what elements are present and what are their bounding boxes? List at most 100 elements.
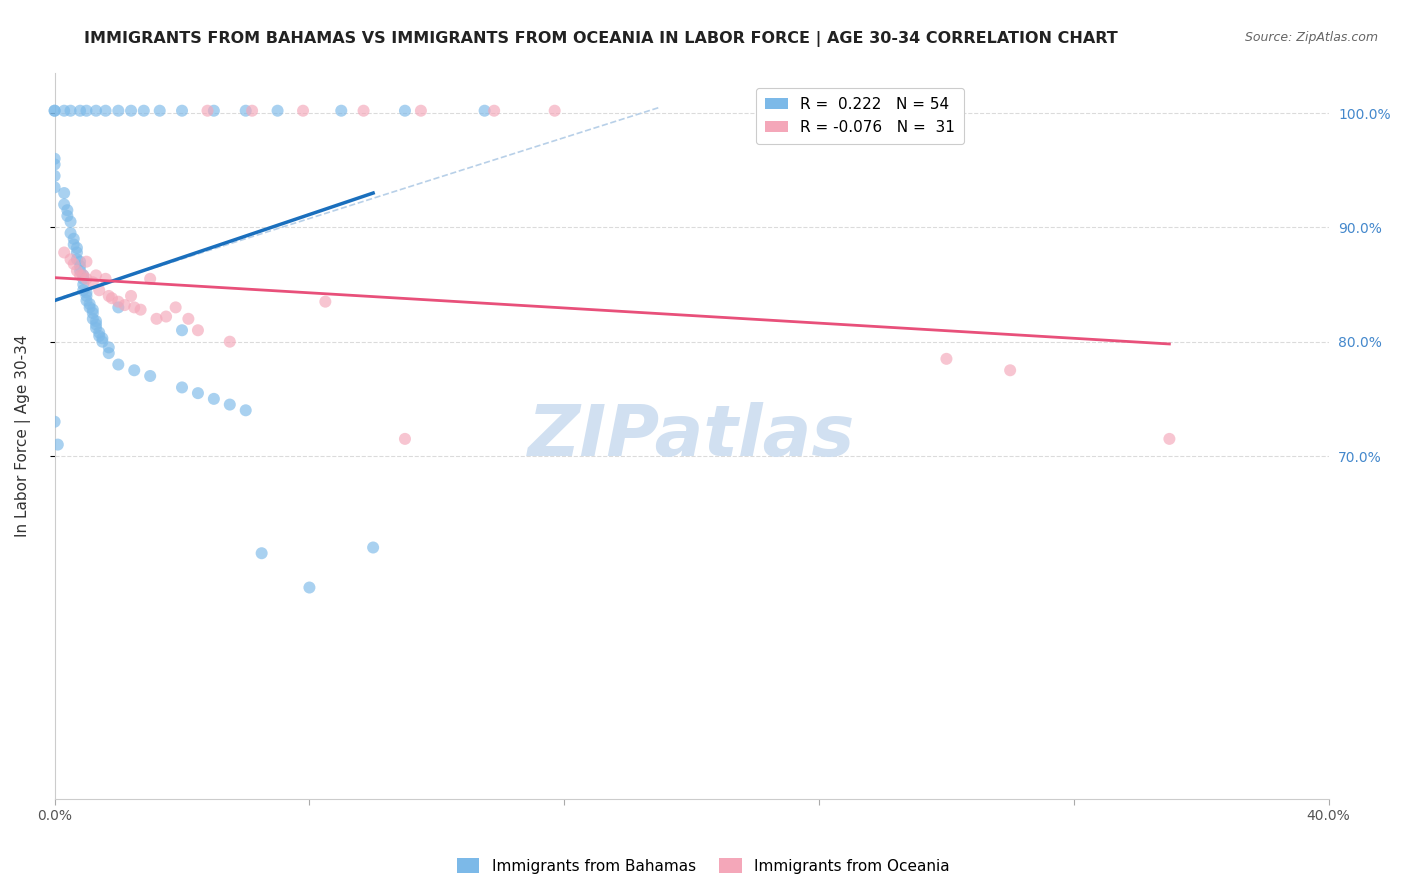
Point [409,103,432,118]
Point [170,103,193,118]
Point [59,226,82,240]
Point [69,268,91,283]
Point [97,289,120,303]
Point [44,103,66,118]
Point [330,103,353,118]
Point [75,272,97,286]
Point [82,302,104,317]
Point [66,245,89,260]
Point [107,301,129,315]
Point [84,314,107,328]
Point [101,291,124,305]
Point [75,103,97,118]
Point [44,169,66,183]
Point [89,329,111,343]
Point [72,268,94,283]
Point [250,546,273,560]
Point [114,298,136,312]
Point [82,306,104,320]
Point [935,351,957,366]
Point [120,289,142,303]
Point [44,180,66,194]
Point [218,398,240,412]
Point [361,541,384,555]
Point [474,103,496,118]
Point [235,403,257,417]
Point [165,301,187,315]
Point [544,103,567,118]
Point [170,323,193,337]
Text: IMMIGRANTS FROM BAHAMAS VS IMMIGRANTS FROM OCEANIA IN LABOR FORCE | AGE 30-34 CO: IMMIGRANTS FROM BAHAMAS VS IMMIGRANTS FR… [84,31,1118,47]
Point [97,346,120,360]
Point [122,301,145,315]
Point [91,334,114,349]
Point [75,293,97,308]
Point [69,254,91,268]
Point [82,275,104,289]
Point [62,237,84,252]
Point [44,157,66,171]
Point [79,301,101,315]
Point [314,294,336,309]
Point [84,321,107,335]
Y-axis label: In Labor Force | Age 30-34: In Labor Force | Age 30-34 [15,334,31,537]
Point [353,103,375,118]
Point [145,311,167,326]
Point [62,232,84,246]
Point [132,103,155,118]
Point [1159,432,1181,446]
Text: Source: ZipAtlas.com: Source: ZipAtlas.com [1244,31,1378,45]
Point [482,103,505,118]
Point [44,103,66,118]
Point [66,241,89,255]
Point [202,103,225,118]
Point [394,103,416,118]
Point [394,432,416,446]
Point [122,363,145,377]
Point [53,103,76,118]
Point [177,311,200,326]
Point [91,331,114,345]
Legend: R =  0.222   N = 54, R = -0.076   N =  31: R = 0.222 N = 54, R = -0.076 N = 31 [756,88,965,144]
Point [84,103,107,118]
Point [66,252,89,267]
Point [218,334,240,349]
Point [187,323,209,337]
Point [44,415,66,429]
Point [72,283,94,297]
Point [84,318,107,332]
Point [72,268,94,283]
Point [266,103,288,118]
Point [202,392,225,406]
Point [53,245,76,260]
Point [149,103,172,118]
Point [46,437,69,451]
Point [82,311,104,326]
Point [69,264,91,278]
Point [89,326,111,340]
Point [139,272,162,286]
Point [53,197,76,211]
Point [139,369,162,384]
Point [59,252,82,267]
Point [79,297,101,311]
Point [129,302,152,317]
Point [75,254,97,268]
Point [155,310,177,324]
Point [75,285,97,300]
Point [69,259,91,273]
Point [170,380,193,394]
Point [56,203,79,218]
Point [107,358,129,372]
Point [72,272,94,286]
Point [89,283,111,297]
Point [235,103,257,118]
Text: ZIPatlas: ZIPatlas [527,401,855,470]
Legend: Immigrants from Bahamas, Immigrants from Oceania: Immigrants from Bahamas, Immigrants from… [450,852,956,880]
Point [69,103,91,118]
Point [59,103,82,118]
Point [56,209,79,223]
Point [66,264,89,278]
Point [59,214,82,228]
Point [94,103,117,118]
